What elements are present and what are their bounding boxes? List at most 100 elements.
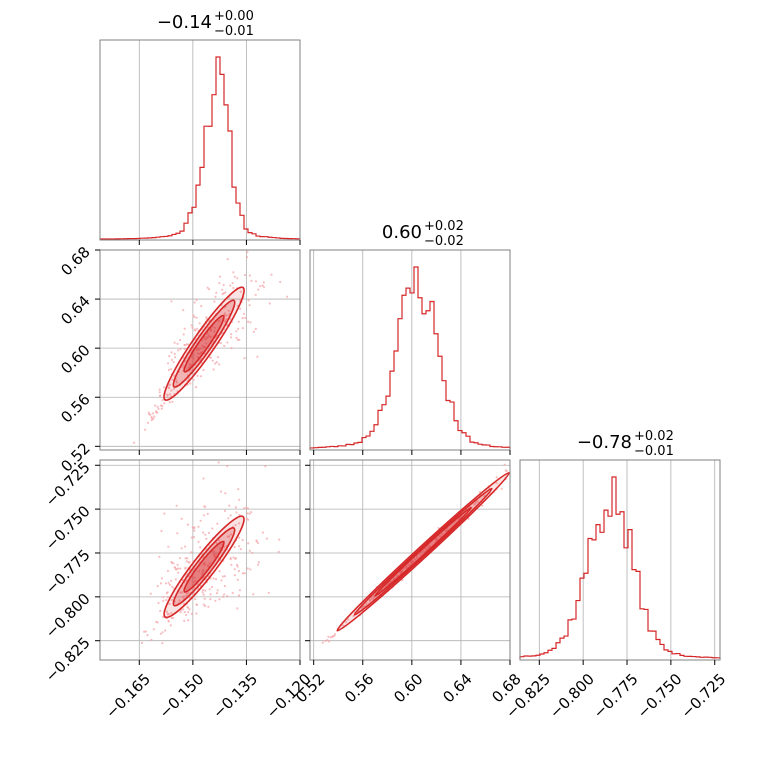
scatter-point <box>188 561 191 564</box>
scatter-point <box>218 539 221 542</box>
scatter-point <box>232 271 235 274</box>
scatter-point <box>236 578 239 581</box>
scatter-point <box>160 407 163 410</box>
scatter-point <box>467 517 470 520</box>
scatter-point <box>205 316 208 319</box>
scatter-point <box>166 596 169 599</box>
scatter-point <box>248 274 251 277</box>
scatter-point <box>227 309 230 312</box>
scatter-point <box>410 561 413 565</box>
scatter-point <box>413 558 417 561</box>
scatter-point <box>162 386 166 389</box>
y-tick-label: 0.64 <box>57 292 93 328</box>
scatter-point <box>208 562 211 565</box>
scatter-point <box>223 344 226 348</box>
scatter-point <box>204 533 207 536</box>
scatter-point <box>495 476 498 479</box>
scatter-point <box>235 563 239 567</box>
scatter-point <box>233 574 236 577</box>
scatter-point <box>218 275 221 278</box>
scatter-point <box>203 562 207 565</box>
scatter-point <box>214 362 217 365</box>
scatter-point <box>190 551 193 554</box>
scatter-point <box>194 329 197 332</box>
scatter-point <box>243 507 246 510</box>
scatter-point <box>156 621 159 624</box>
scatter-point <box>212 577 215 580</box>
x-tick-label: 0.64 <box>439 670 475 706</box>
scatter-point <box>168 401 171 404</box>
scatter-point <box>186 606 189 609</box>
scatter-point <box>243 572 246 575</box>
y-tick-label: −0.775 <box>42 546 94 598</box>
scatter-point <box>207 564 210 567</box>
scatter-point <box>254 327 257 331</box>
scatter-point <box>254 280 258 283</box>
scatter-point <box>215 361 218 364</box>
scatter-point <box>194 579 197 583</box>
scatter-point <box>221 575 224 578</box>
scatter-point <box>170 616 173 620</box>
scatter-point <box>202 346 205 349</box>
scatter-point <box>500 487 503 490</box>
scatter-point <box>170 560 173 564</box>
scatter-point <box>187 619 190 622</box>
scatter-point <box>235 336 238 339</box>
scatter-point <box>173 566 176 569</box>
scatter-point <box>188 608 191 611</box>
scatter-point <box>167 545 170 548</box>
scatter-point <box>208 288 211 291</box>
scatter-point <box>369 599 372 602</box>
scatter-point <box>179 338 182 342</box>
scatter-point <box>192 378 195 381</box>
x-tick-label: 0.56 <box>341 670 377 706</box>
scatter-point <box>170 389 173 392</box>
scatter-point <box>247 299 250 302</box>
scatter-point <box>203 597 206 601</box>
scatter-point <box>228 504 231 507</box>
scatter-point <box>202 531 205 534</box>
scatter-point <box>262 281 265 284</box>
scatter-point <box>172 562 175 565</box>
scatter-point <box>328 640 331 643</box>
panel-frame <box>309 459 511 661</box>
scatter-point <box>193 301 196 304</box>
scatter-point <box>185 343 188 346</box>
scatter-point <box>163 512 166 515</box>
x-tick-label: −0.725 <box>678 670 730 722</box>
grid-lines <box>538 460 716 660</box>
scatter-point <box>234 557 238 560</box>
scatter-point <box>245 506 248 509</box>
scatter-point <box>197 348 200 351</box>
panel-frame <box>99 459 301 661</box>
scatter-point <box>225 324 229 327</box>
scatter-point <box>175 379 178 383</box>
scatter-point <box>247 320 250 323</box>
scatter-point <box>363 604 366 607</box>
scatter-point <box>214 578 218 581</box>
y-tick-label: 0.56 <box>57 390 93 426</box>
scatter-point <box>248 304 251 307</box>
scatter-point <box>224 291 227 294</box>
scatter-point <box>407 563 410 566</box>
scatter-point <box>167 619 170 622</box>
scatter-point <box>229 558 232 561</box>
y-tick-label: 0.60 <box>57 341 93 377</box>
scatter-point <box>223 593 226 596</box>
scatter-point <box>190 355 193 358</box>
scatter-point <box>221 293 224 296</box>
scatter-point <box>147 411 150 414</box>
scatter-point <box>233 275 236 278</box>
scatter-point <box>177 567 180 570</box>
scatter-point <box>277 550 280 554</box>
panel-title-plus: +0.02 <box>424 219 464 234</box>
scatter-point <box>213 330 216 333</box>
scatter-point <box>195 316 198 319</box>
scatter-point <box>241 327 244 330</box>
scatter-point <box>180 517 183 520</box>
scatter-point <box>246 507 250 510</box>
scatter-point <box>167 368 170 371</box>
scatter-point <box>217 461 220 464</box>
x-tick-label: 0.60 <box>390 670 426 706</box>
